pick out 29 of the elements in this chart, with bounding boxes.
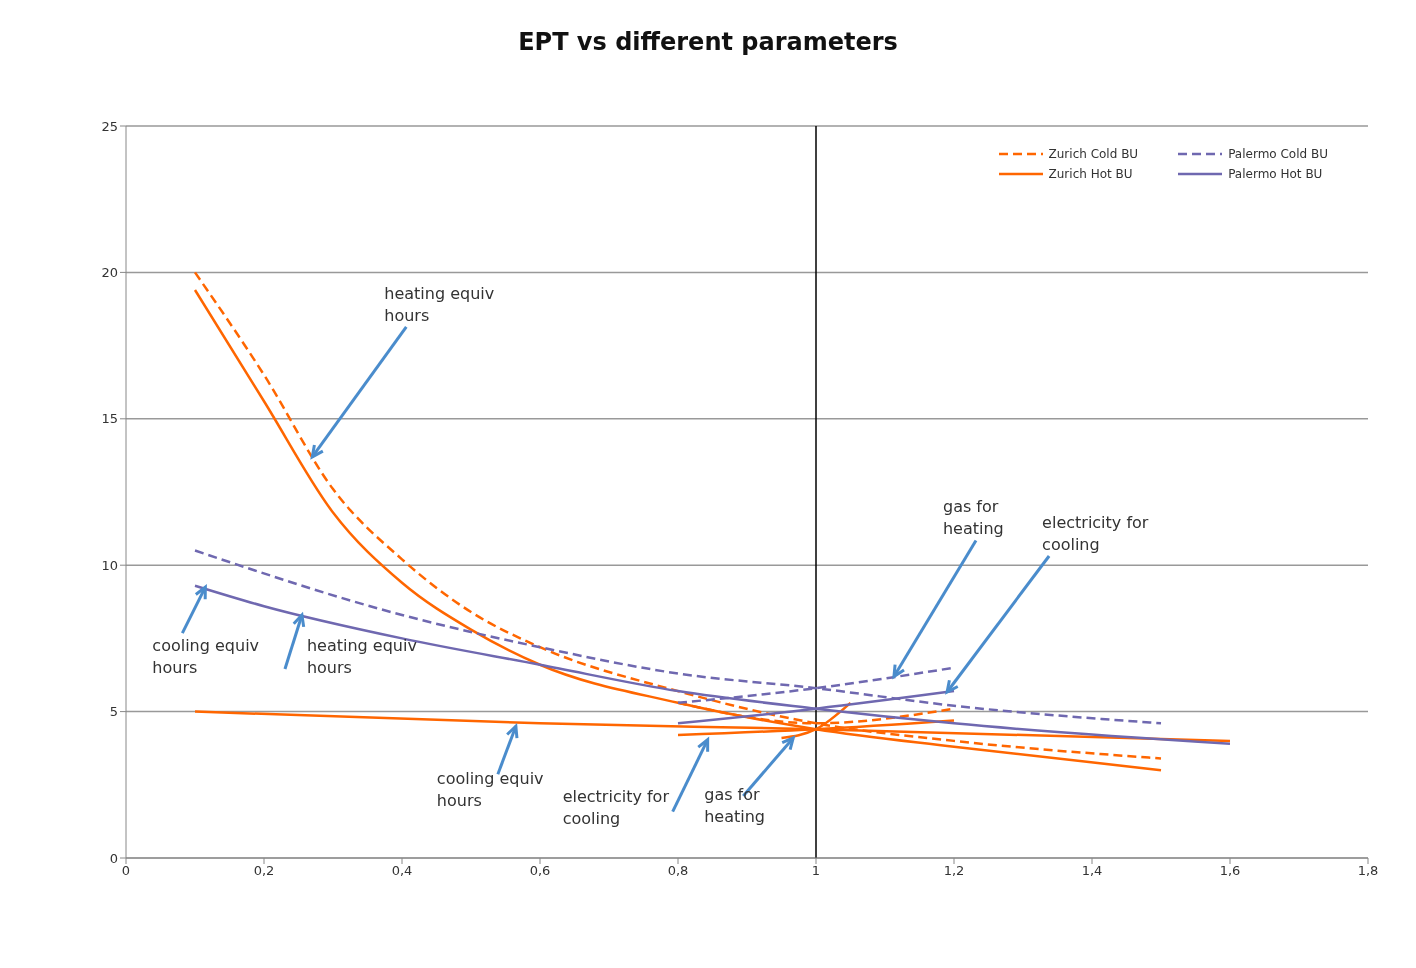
- annotation: cooling equiv hours: [152, 636, 260, 678]
- x-tick-label: 1: [811, 863, 821, 879]
- annotation: electricity for cooling: [562, 786, 670, 828]
- y-tick-label: 10: [101, 557, 118, 573]
- x-tick-label: 0,4: [391, 863, 413, 879]
- chart-title: EPT vs different parameters: [517, 28, 899, 56]
- y-tick-label: 5: [109, 704, 118, 720]
- annotation: gas for heating: [704, 784, 766, 826]
- x-tick-label: 1,4: [1081, 863, 1103, 879]
- legend-label: Zurich Cold BU: [1048, 147, 1139, 161]
- y-tick-label: 25: [101, 118, 118, 134]
- x-tick-label: 0,8: [667, 863, 689, 879]
- annotation: cooling equiv hours: [436, 769, 544, 811]
- y-tick-label: 20: [101, 265, 118, 281]
- y-tick-label: 0: [109, 850, 118, 866]
- y-tick-label: 15: [101, 411, 118, 427]
- legend-label: Zurich Hot BU: [1048, 167, 1133, 181]
- annotation: heating equiv hours: [306, 635, 417, 677]
- legend-label: Palermo Cold BU: [1228, 147, 1328, 161]
- x-tick-label: 0: [121, 863, 131, 879]
- x-tick-label: 1,2: [943, 863, 965, 879]
- legend-label: Palermo Hot BU: [1228, 167, 1323, 181]
- x-tick-label: 0,6: [529, 863, 551, 879]
- x-tick-label: 1,6: [1219, 863, 1241, 879]
- x-tick-label: 1,8: [1357, 863, 1379, 879]
- annotation: gas for heating: [942, 497, 1004, 539]
- annotation: electricity for cooling: [1042, 512, 1149, 554]
- x-tick-label: 0,2: [253, 863, 275, 879]
- annotation: heating equiv hours: [384, 283, 495, 325]
